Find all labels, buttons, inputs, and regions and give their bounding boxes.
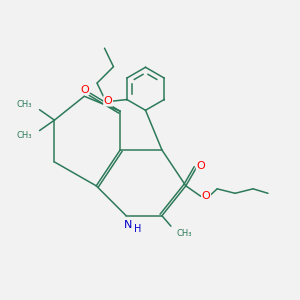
Text: H: H xyxy=(134,224,141,234)
Text: CH₃: CH₃ xyxy=(177,229,192,238)
Text: O: O xyxy=(104,96,112,106)
Text: O: O xyxy=(80,85,89,95)
Text: CH₃: CH₃ xyxy=(16,131,32,140)
Text: O: O xyxy=(202,191,211,201)
Text: O: O xyxy=(196,160,205,170)
Text: CH₃: CH₃ xyxy=(16,100,32,109)
Text: N: N xyxy=(123,220,132,230)
